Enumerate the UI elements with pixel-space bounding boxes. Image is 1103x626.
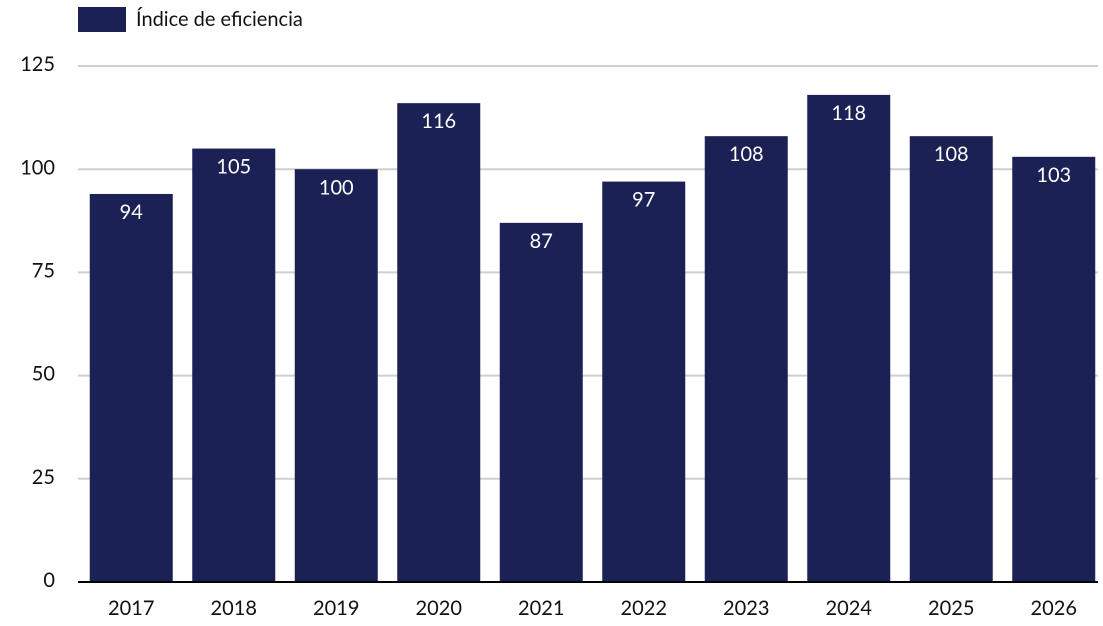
data-label: 100 — [319, 175, 354, 199]
bar — [807, 94, 891, 583]
bar — [397, 103, 481, 582]
x-tick-label: 2020 — [416, 596, 462, 620]
data-label: 94 — [120, 200, 144, 224]
x-tick-label: 2019 — [313, 596, 359, 620]
bar — [704, 136, 788, 582]
y-tick-label: 100 — [20, 155, 55, 179]
data-label: 103 — [1036, 163, 1071, 187]
y-tick-label: 125 — [20, 52, 55, 76]
data-label: 97 — [632, 188, 655, 212]
data-label: 108 — [729, 142, 764, 166]
x-tick-label: 2025 — [928, 596, 974, 620]
bar — [499, 222, 583, 582]
x-tick-label: 2026 — [1031, 596, 1077, 620]
data-label: 116 — [421, 109, 456, 133]
x-tick-label: 2022 — [621, 596, 667, 620]
y-tick-label: 75 — [32, 258, 55, 282]
bar — [294, 169, 378, 582]
legend-swatch — [78, 7, 126, 32]
bar — [909, 136, 993, 582]
x-tick-label: 2023 — [723, 596, 769, 620]
data-label: 87 — [530, 229, 553, 253]
y-tick-label: 50 — [32, 362, 55, 386]
y-tick-label: 25 — [32, 465, 55, 489]
bar — [602, 181, 686, 583]
bar — [89, 193, 173, 582]
x-tick-label: 2017 — [108, 596, 154, 620]
y-tick-label: 0 — [43, 568, 55, 592]
data-label: 105 — [216, 155, 251, 179]
bar — [1012, 156, 1096, 583]
data-label: 118 — [831, 101, 866, 125]
legend-label: Índice de eficiencia — [136, 7, 303, 31]
x-tick-label: 2021 — [518, 596, 564, 620]
data-label: 108 — [934, 142, 969, 166]
x-tick-label: 2018 — [211, 596, 257, 620]
x-tick-label: 2024 — [826, 596, 873, 620]
bar — [192, 148, 276, 582]
